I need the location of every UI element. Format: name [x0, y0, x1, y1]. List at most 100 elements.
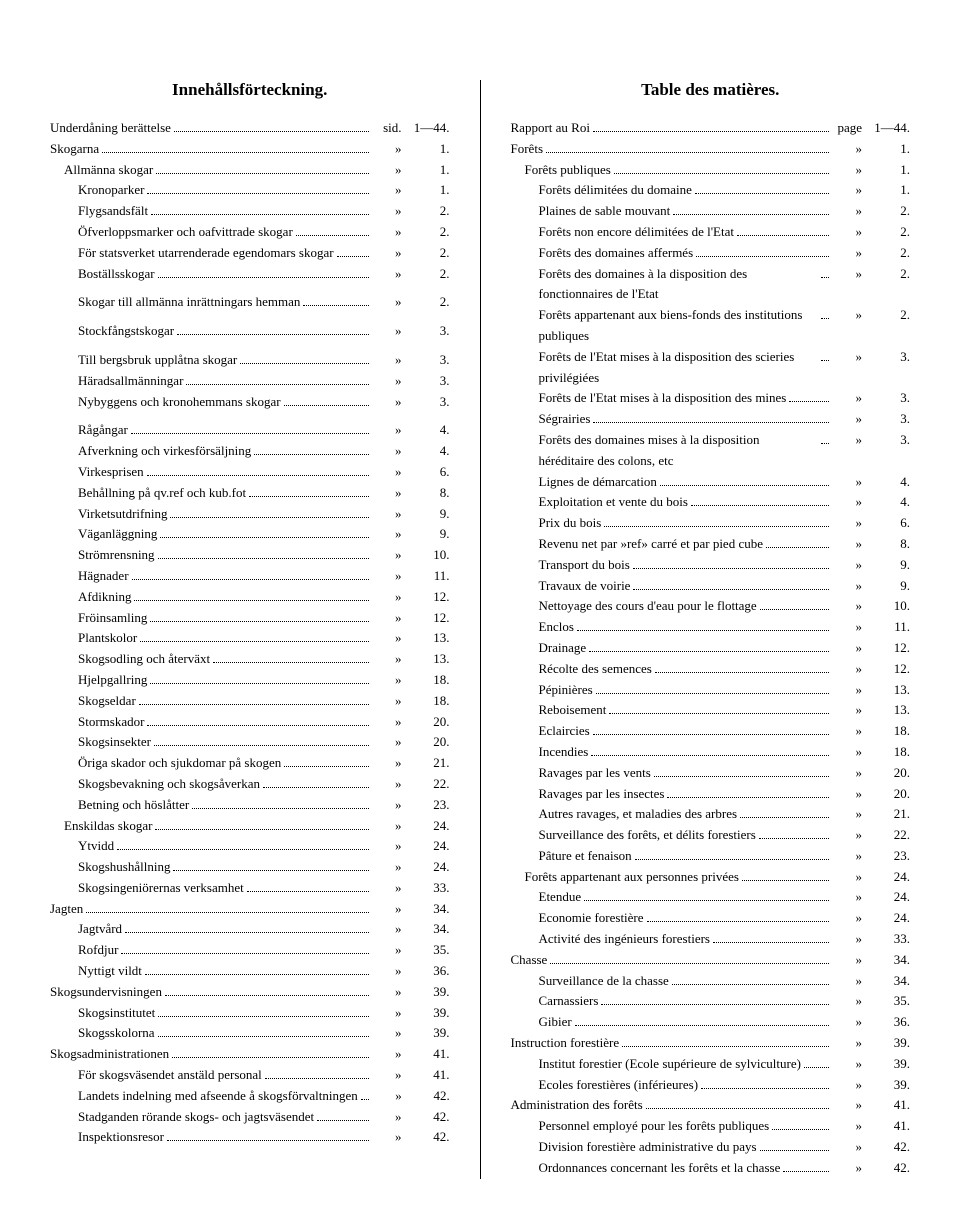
toc-entry-page: 18.: [408, 670, 450, 691]
toc-entry: Division forestière administrative du pa…: [511, 1137, 911, 1158]
toc-entry-page: 3.: [868, 430, 910, 451]
toc-entry-label: Personnel employé pour les forêts publiq…: [539, 1116, 770, 1137]
toc-leader: [821, 277, 829, 278]
toc-entry-page: 18.: [868, 721, 910, 742]
toc-entry-marker: »: [372, 919, 408, 940]
toc-leader: [173, 870, 368, 871]
toc-entry-marker: »: [372, 441, 408, 462]
toc-entry: Activité des ingénieurs forestiers»33.: [511, 929, 911, 950]
toc-entry-label: Plaines de sable mouvant: [539, 201, 671, 222]
toc-entry: Enskildas skogar»24.: [50, 816, 450, 837]
toc-entry: Forêts des domaines affermés»2.: [511, 243, 911, 264]
toc-entry-label: Exploitation et vente du bois: [539, 492, 688, 513]
toc-leader: [593, 734, 829, 735]
toc-entry-label: Travaux de voirie: [539, 576, 631, 597]
toc-entry-label: Forêts de l'Etat mises à la disposition …: [539, 388, 787, 409]
toc-entry-page: 20.: [868, 763, 910, 784]
toc-entry: Allmänna skogar»1.: [50, 160, 450, 181]
toc-entry-marker: »: [372, 392, 408, 413]
toc-entry-label: Forêts appartenant aux biens-fonds des i…: [539, 305, 819, 347]
left-entries: Underdåning berättelsesid.1—44.Skogarna»…: [50, 118, 450, 1148]
toc-entry-page: 35.: [868, 991, 910, 1012]
toc-leader: [789, 401, 829, 402]
toc-entry-page: 3.: [868, 409, 910, 430]
toc-leader: [154, 745, 369, 746]
toc-entry-marker: »: [832, 638, 868, 659]
toc-entry-page: 20.: [408, 712, 450, 733]
toc-entry-label: Afdikning: [78, 587, 131, 608]
toc-leader: [158, 558, 369, 559]
toc-leader: [86, 912, 368, 913]
toc-entry-label: Forêts des domaines affermés: [539, 243, 694, 264]
toc-leader: [150, 621, 368, 622]
toc-entry: Gibier»36.: [511, 1012, 911, 1033]
toc-entry-label: Instruction forestière: [511, 1033, 620, 1054]
toc-entry-label: Ytvidd: [78, 836, 114, 857]
toc-entry-marker: »: [372, 961, 408, 982]
toc-entry-label: Jagtvård: [78, 919, 122, 940]
toc-entry-page: 36.: [408, 961, 450, 982]
toc-entry: Exploitation et vente du bois»4.: [511, 492, 911, 513]
toc-entry-marker: »: [832, 555, 868, 576]
toc-entry: Väganläggning»9.: [50, 524, 450, 545]
toc-entry-marker: »: [832, 222, 868, 243]
toc-entry-label: Skogseldar: [78, 691, 136, 712]
toc-entry-label: Pâture et fenaison: [539, 846, 632, 867]
toc-entry-page: 12.: [868, 638, 910, 659]
toc-entry-label: Division forestière administrative du pa…: [539, 1137, 757, 1158]
toc-leader: [160, 537, 368, 538]
toc-leader: [156, 173, 368, 174]
toc-entry-page: 2.: [868, 201, 910, 222]
toc-entry-page: 4.: [408, 441, 450, 462]
toc-entry-marker: »: [832, 617, 868, 638]
toc-leader: [284, 405, 369, 406]
toc-entry-label: Stadganden rörande skogs- och jagtsväsen…: [78, 1107, 314, 1128]
toc-entry: Ecoles forestières (inférieures)»39.: [511, 1075, 911, 1096]
toc-entry-marker: »: [372, 462, 408, 483]
toc-entry: Lignes de démarcation»4.: [511, 472, 911, 493]
toc-entry: Pépinières»13.: [511, 680, 911, 701]
toc-gap: [50, 284, 450, 292]
toc-entry-label: Lignes de démarcation: [539, 472, 657, 493]
toc-entry-page: 9.: [408, 504, 450, 525]
toc-leader: [254, 454, 368, 455]
toc-entry-marker: »: [832, 534, 868, 555]
toc-entry-label: Transport du bois: [539, 555, 630, 576]
toc-leader: [772, 1129, 829, 1130]
toc-entry-label: Betning och höslåtter: [78, 795, 189, 816]
toc-leader: [633, 568, 829, 569]
toc-entry-label: Institut forestier (Ecole supérieure de …: [539, 1054, 801, 1075]
toc-entry: Forêts de l'Etat mises à la disposition …: [511, 388, 911, 409]
toc-entry-marker: »: [372, 608, 408, 629]
toc-entry-marker: »: [832, 867, 868, 888]
toc-leader: [622, 1046, 829, 1047]
toc-entry-marker: »: [832, 264, 868, 285]
toc-entry: Autres ravages, et maladies des arbres»2…: [511, 804, 911, 825]
toc-entry-label: Forêts de l'Etat mises à la disposition …: [539, 347, 819, 389]
toc-entry-marker: »: [372, 587, 408, 608]
toc-leader: [654, 776, 829, 777]
toc-leader: [701, 1088, 829, 1089]
toc-leader: [577, 630, 829, 631]
toc-entry: Forêts publiques»1.: [511, 160, 911, 181]
toc-entry-marker: »: [372, 504, 408, 525]
toc-leader: [609, 713, 829, 714]
toc-entry-page: 34.: [868, 950, 910, 971]
toc-entry-marker: »: [832, 596, 868, 617]
toc-leader: [247, 891, 369, 892]
toc-leader: [783, 1171, 829, 1172]
toc-entry-marker: »: [372, 524, 408, 545]
toc-entry-page: 1.: [408, 139, 450, 160]
toc-entry-marker: sid.: [372, 118, 408, 139]
toc-entry-label: Kronoparker: [78, 180, 144, 201]
toc-entry-page: 1.: [408, 180, 450, 201]
toc-entry: Etendue»24.: [511, 887, 911, 908]
toc-entry-label: Underdåning berättelse: [50, 118, 171, 139]
toc-entry-page: 39.: [408, 1003, 450, 1024]
toc-entry-page: 23.: [408, 795, 450, 816]
toc-entry-page: 36.: [868, 1012, 910, 1033]
toc-leader: [691, 505, 829, 506]
toc-leader: [646, 1108, 829, 1109]
toc-entry-page: 3.: [408, 392, 450, 413]
toc-entry-label: Nyttigt vildt: [78, 961, 142, 982]
